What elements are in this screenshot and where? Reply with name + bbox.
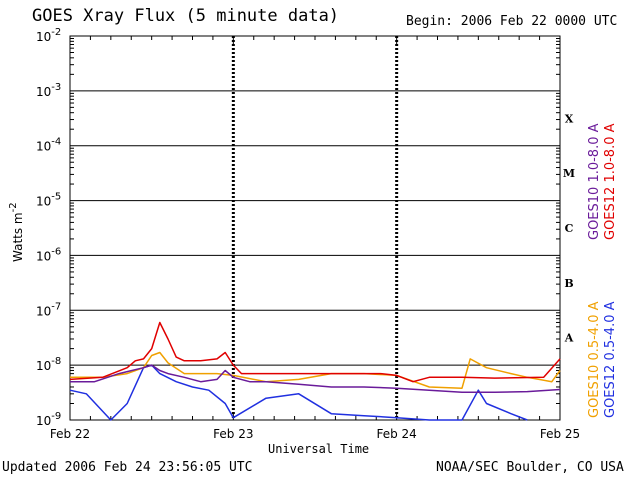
legend-entry: GOES10 1.0-8.0 A — [587, 123, 602, 240]
plot-frame — [69, 35, 561, 421]
x-tick-label: Feb 25 — [540, 427, 580, 441]
begin-time-label: Begin: 2006 Feb 22 0000 UTC — [406, 14, 618, 29]
series-line — [70, 351, 561, 389]
flare-class-label: B — [564, 277, 573, 290]
y-tick-label: 10-5 — [36, 192, 61, 209]
x-tick-label: Feb 24 — [376, 427, 416, 441]
y-tick-label: 10-7 — [36, 301, 61, 318]
y-tick-label: 10-2 — [36, 27, 61, 44]
credit-label: NOAA/SEC Boulder, CO USA — [436, 460, 624, 475]
updated-timestamp: Updated 2006 Feb 24 23:56:05 UTC — [2, 460, 253, 475]
x-tick-label: Feb 23 — [213, 427, 253, 441]
y-tick-label: 10-3 — [36, 82, 61, 99]
series-line — [69, 364, 528, 421]
y-tick-label: 10-6 — [36, 246, 61, 263]
x-tick-label: Feb 22 — [50, 427, 90, 441]
y-tick-label: 10-4 — [36, 137, 61, 154]
flare-class-label: X — [565, 112, 574, 125]
x-axis-title: Universal Time — [268, 442, 370, 456]
legend-entry: GOES12 0.5-4.0 A — [603, 301, 618, 418]
flare-class-label: M — [563, 167, 575, 180]
chart-title: GOES Xray Flux (5 minute data) — [32, 6, 340, 26]
y-axis-title: Watts m-2 — [8, 202, 25, 262]
series-line — [70, 364, 561, 394]
flare-class-label: A — [564, 332, 574, 345]
y-tick-label: 10-8 — [36, 356, 61, 373]
series-line — [69, 321, 561, 383]
legend-entry: GOES10 0.5-4.0 A — [587, 301, 602, 418]
flare-class-label: C — [565, 222, 574, 235]
legend-entry: GOES12 1.0-8.0 A — [603, 123, 618, 240]
y-tick-label: 10-9 — [36, 411, 61, 428]
